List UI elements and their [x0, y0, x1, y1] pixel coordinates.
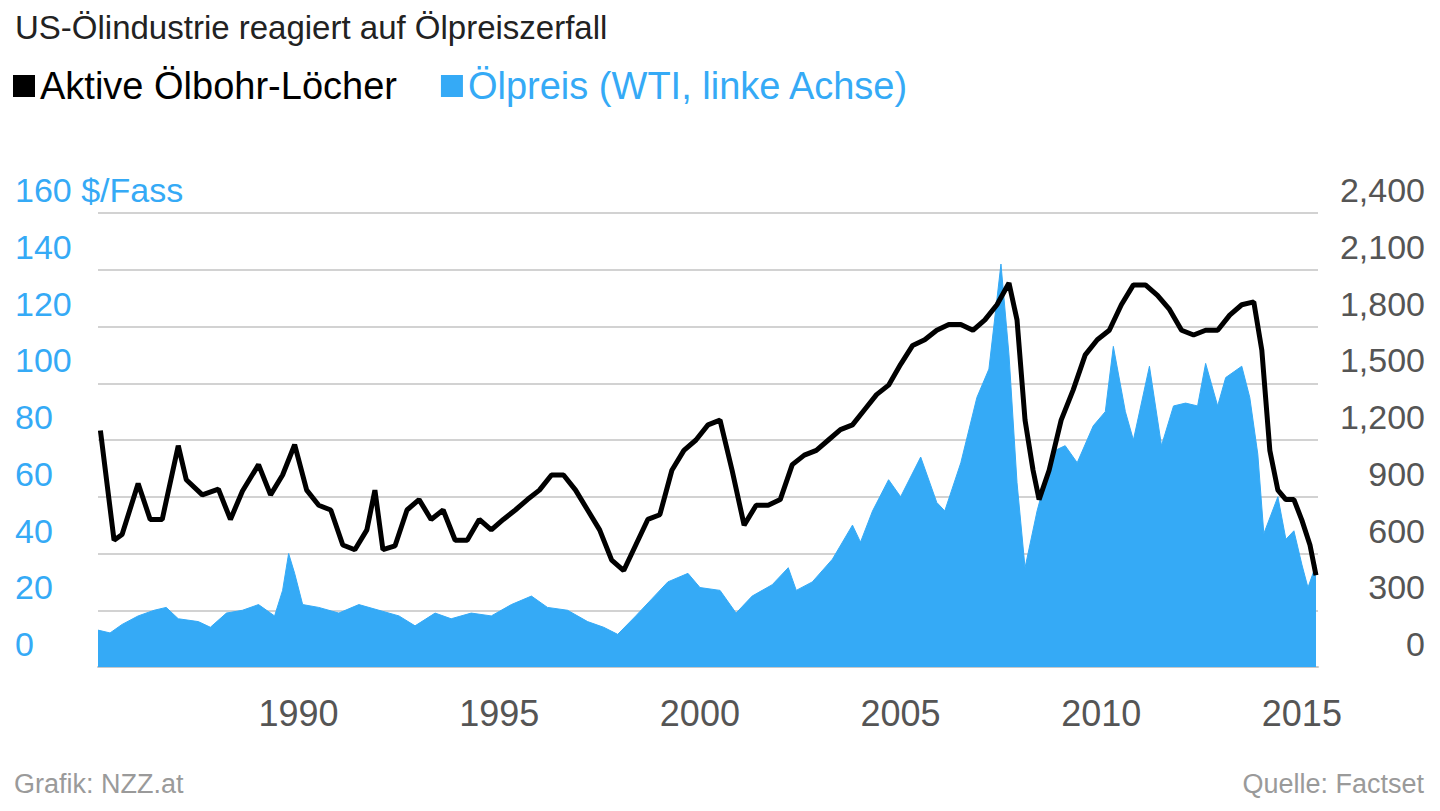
svg-text:60: 60 — [15, 455, 53, 493]
svg-text:300: 300 — [1368, 568, 1425, 606]
svg-text:US-Ölindustrie reagiert auf Öl: US-Ölindustrie reagiert auf Ölpreiszerfa… — [15, 9, 607, 46]
svg-text:80: 80 — [15, 398, 53, 436]
svg-text:0: 0 — [15, 625, 34, 663]
svg-text:2,100: 2,100 — [1340, 228, 1425, 266]
svg-text:600: 600 — [1368, 512, 1425, 550]
svg-text:140: 140 — [15, 228, 72, 266]
svg-text:2000: 2000 — [660, 693, 740, 734]
svg-text:Quelle: Factset: Quelle: Factset — [1242, 769, 1424, 799]
svg-text:1,200: 1,200 — [1340, 398, 1425, 436]
svg-text:Aktive Ölbohr-Löcher: Aktive Ölbohr-Löcher — [40, 65, 397, 107]
svg-text:2010: 2010 — [1061, 693, 1141, 734]
svg-text:1990: 1990 — [259, 693, 339, 734]
svg-text:120: 120 — [15, 285, 72, 323]
svg-text:2015: 2015 — [1262, 693, 1342, 734]
svg-text:1,500: 1,500 — [1340, 341, 1425, 379]
svg-text:40: 40 — [15, 512, 53, 550]
svg-text:Grafik: NZZ.at: Grafik: NZZ.at — [14, 769, 184, 799]
svg-text:2,400: 2,400 — [1340, 171, 1425, 209]
svg-text:0: 0 — [1406, 625, 1425, 663]
svg-text:Ölpreis (WTI, linke Achse): Ölpreis (WTI, linke Achse) — [468, 65, 907, 107]
svg-text:900: 900 — [1368, 455, 1425, 493]
svg-text:1995: 1995 — [459, 693, 539, 734]
svg-text:160 $/Fass: 160 $/Fass — [15, 171, 183, 209]
svg-text:100: 100 — [15, 341, 72, 379]
svg-text:1,800: 1,800 — [1340, 285, 1425, 323]
svg-text:20: 20 — [15, 568, 53, 606]
svg-text:2005: 2005 — [861, 693, 941, 734]
